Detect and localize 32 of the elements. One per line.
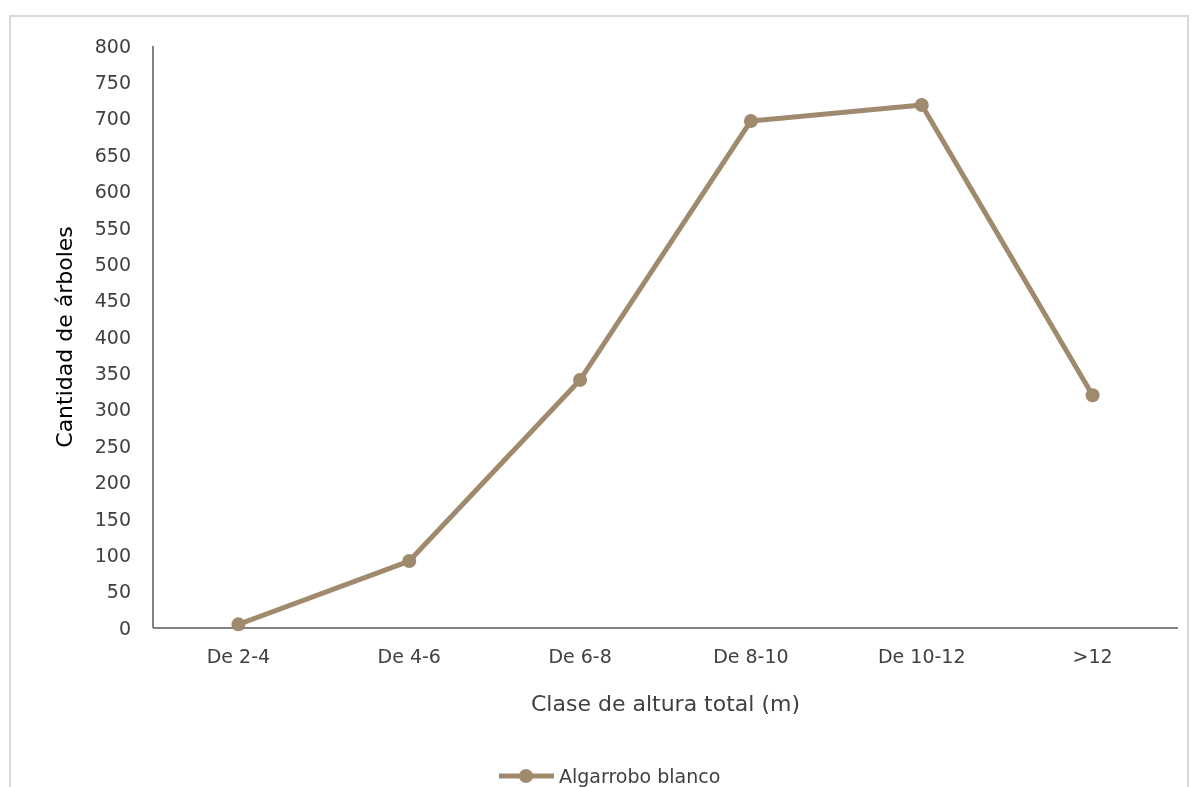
y-tick-label: 600 <box>94 180 131 203</box>
y-tick-label: 650 <box>94 143 131 166</box>
legend-label: Algarrobo blanco <box>559 764 721 787</box>
x-tick-label: De 10-12 <box>877 645 966 667</box>
y-tick-label: 250 <box>94 434 131 457</box>
y-tick-label: 550 <box>94 216 131 239</box>
point <box>1085 388 1100 403</box>
y-tick-label: 450 <box>94 289 131 312</box>
y-tick-label: 100 <box>94 543 131 566</box>
y-tick-label: 400 <box>94 325 131 348</box>
x-tick-label: De 4-6 <box>377 645 441 667</box>
x-tick-label: De 6-8 <box>548 645 612 667</box>
y-tick-label: 700 <box>94 107 131 130</box>
y-tick-label: 800 <box>94 34 131 57</box>
point <box>573 372 588 387</box>
y-tick-label: 150 <box>94 507 131 530</box>
y-tick-label: 750 <box>94 71 131 94</box>
y-tick-label: 500 <box>94 252 131 275</box>
x-tick-label: De 2-4 <box>206 645 271 667</box>
point <box>743 113 758 128</box>
y-tick-label: 300 <box>94 398 131 421</box>
point <box>402 554 417 569</box>
point <box>914 97 929 112</box>
point <box>231 617 246 632</box>
y-tick-label: 350 <box>94 362 131 385</box>
y-tick-label: 200 <box>94 471 131 494</box>
y-axis-title: Cantidad de árboles <box>52 226 77 448</box>
x-axis-title: Clase de altura total (m) <box>530 691 801 716</box>
x-tick-label: >12 <box>1072 645 1113 667</box>
y-tick-label: 0 <box>118 616 131 639</box>
x-tick-label: De 8-10 <box>713 645 789 667</box>
y-tick-label: 50 <box>106 580 131 603</box>
